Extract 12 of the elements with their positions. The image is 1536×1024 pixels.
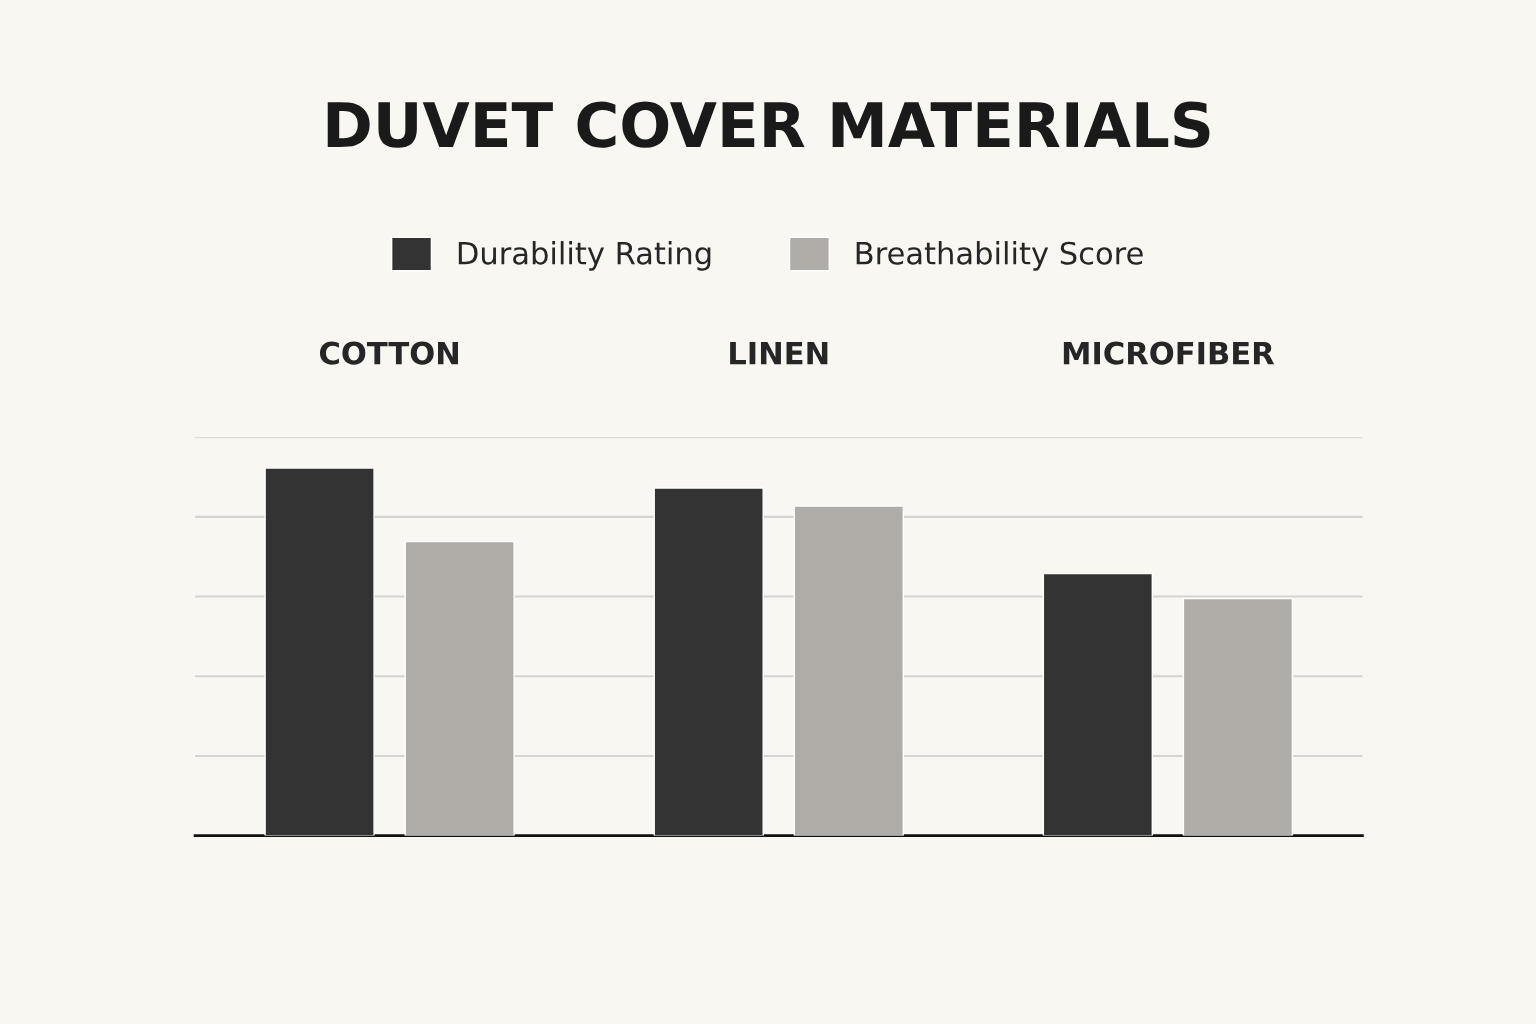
- x-tick-label: COTTON: [319, 341, 458, 365]
- bar: [1042, 572, 1154, 836]
- bar: [1182, 597, 1294, 836]
- bar: [264, 467, 375, 836]
- bar: [653, 487, 764, 836]
- chart-title: DUVET COVER MATERIALS: [327, 101, 1210, 148]
- x-tick-label: LINEN: [730, 341, 828, 365]
- legend-label: Breathability Score: [856, 241, 1143, 271]
- bar: [404, 540, 515, 836]
- bar: [793, 505, 904, 836]
- x-tick-label: MICROFIBER: [1063, 341, 1275, 365]
- legend-label: Durability Rating: [458, 241, 711, 271]
